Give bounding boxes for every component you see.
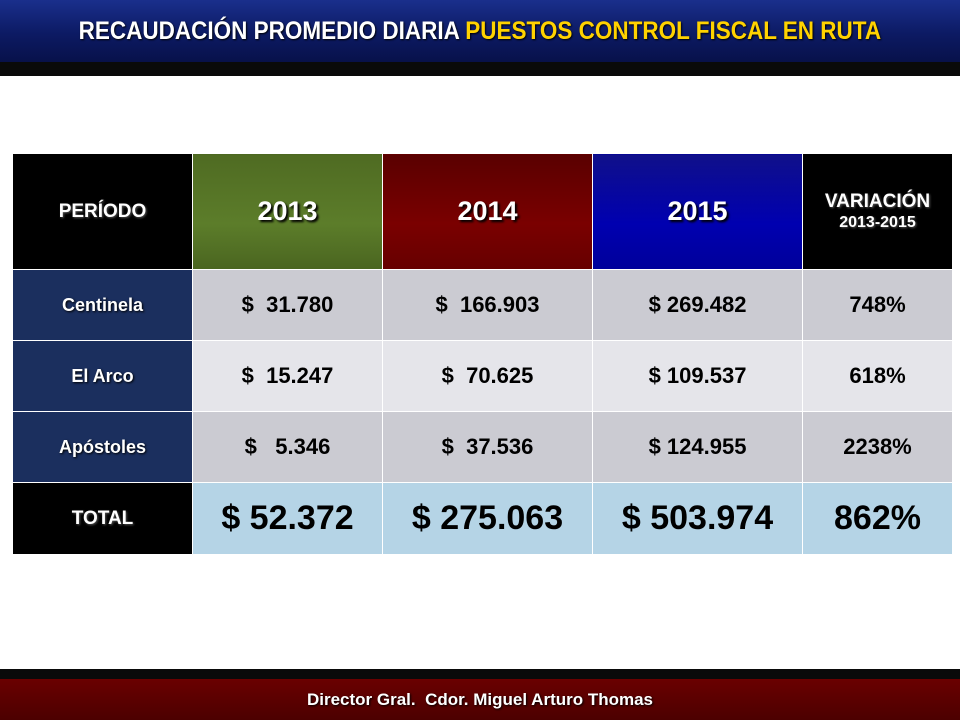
cell-variacion: 618% (802, 340, 953, 412)
table-row: Apóstoles $ 5.346 $ 37.536 $ 124.955 223… (12, 411, 953, 483)
cell-value: $ 15.247 (192, 340, 383, 412)
cell-value: $ 109.537 (592, 340, 803, 412)
header-2013: 2013 (192, 153, 383, 270)
cell-value: $ 70.625 (382, 340, 593, 412)
cell-value: $ 269.482 (592, 269, 803, 341)
footer-divider (0, 669, 960, 679)
header-variacion: VARIACIÓN 2013-2015 (802, 153, 953, 270)
footer-bar: Director Gral. Cdor. Miguel Arturo Thoma… (0, 679, 960, 720)
table-row: El Arco $ 15.247 $ 70.625 $ 109.537 618% (12, 340, 953, 412)
cell-variacion: 748% (802, 269, 953, 341)
header-variacion-range: 2013-2015 (839, 214, 916, 232)
cell-value: $ 37.536 (382, 411, 593, 483)
row-label-apostoles: Apóstoles (12, 411, 193, 483)
total-value: $ 503.974 (592, 482, 803, 555)
title-divider (0, 62, 960, 76)
total-value: $ 52.372 (192, 482, 383, 555)
header-variacion-label: VARIACIÓN (824, 190, 931, 212)
cell-value: $ 31.780 (192, 269, 383, 341)
title-part-white: RECAUDACIÓN PROMEDIO DIARIA (78, 16, 466, 45)
header-row: PERÍODO 2013 2014 2015 VARIACIÓN 2013-20… (12, 153, 953, 270)
total-value: $ 275.063 (382, 482, 593, 555)
cell-value: $ 124.955 (592, 411, 803, 483)
recaudacion-table: PERÍODO 2013 2014 2015 VARIACIÓN 2013-20… (12, 153, 953, 555)
header-2015: 2015 (592, 153, 803, 270)
row-label-el-arco: El Arco (12, 340, 193, 412)
cell-value: $ 5.346 (192, 411, 383, 483)
footer-text: Director Gral. Cdor. Miguel Arturo Thoma… (306, 689, 654, 709)
table-row: Centinela $ 31.780 $ 166.903 $ 269.482 7… (12, 269, 953, 341)
header-2014: 2014 (382, 153, 593, 270)
row-label-centinela: Centinela (12, 269, 193, 341)
total-row: TOTAL $ 52.372 $ 275.063 $ 503.974 862% (12, 482, 953, 555)
title-bar: RECAUDACIÓN PROMEDIO DIARIA PUESTOS CONT… (0, 0, 960, 62)
cell-variacion: 2238% (802, 411, 953, 483)
total-variacion: 862% (802, 482, 953, 555)
title-part-yellow: PUESTOS CONTROL FISCAL EN RUTA (465, 16, 882, 45)
total-label: TOTAL (12, 482, 193, 555)
cell-value: $ 166.903 (382, 269, 593, 341)
slide-title: RECAUDACIÓN PROMEDIO DIARIA PUESTOS CONT… (79, 17, 882, 46)
header-periodo: PERÍODO (12, 153, 193, 270)
